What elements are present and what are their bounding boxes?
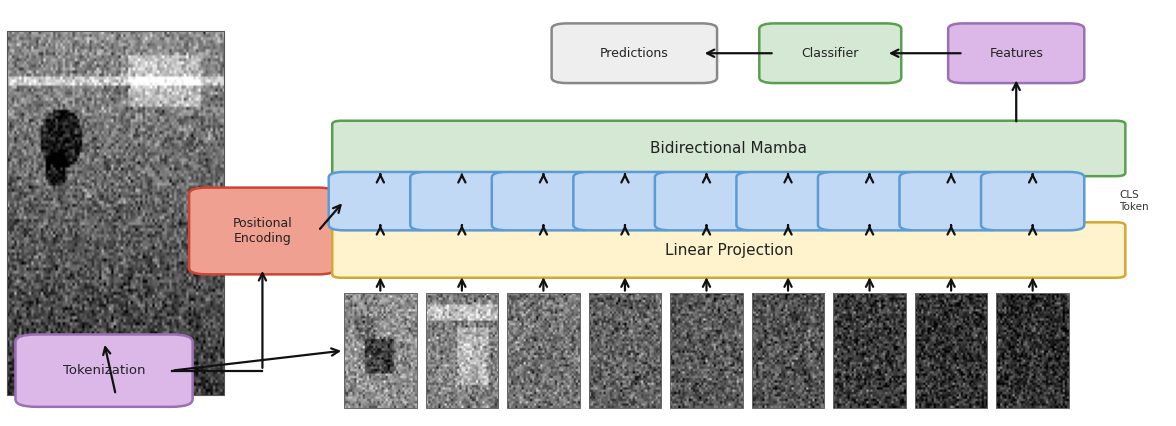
FancyBboxPatch shape xyxy=(329,172,432,230)
FancyBboxPatch shape xyxy=(552,23,717,83)
FancyBboxPatch shape xyxy=(760,23,901,83)
Text: Predictions: Predictions xyxy=(600,47,669,60)
FancyBboxPatch shape xyxy=(574,172,676,230)
FancyBboxPatch shape xyxy=(492,172,595,230)
Text: Tokenization: Tokenization xyxy=(62,364,146,377)
Text: Linear Projection: Linear Projection xyxy=(664,242,793,258)
FancyBboxPatch shape xyxy=(900,172,1003,230)
Text: Classifier: Classifier xyxy=(802,47,858,60)
FancyBboxPatch shape xyxy=(818,172,921,230)
FancyBboxPatch shape xyxy=(333,222,1125,278)
FancyBboxPatch shape xyxy=(189,187,336,274)
FancyBboxPatch shape xyxy=(736,172,840,230)
FancyBboxPatch shape xyxy=(948,23,1084,83)
FancyBboxPatch shape xyxy=(15,334,193,407)
FancyBboxPatch shape xyxy=(655,172,759,230)
Text: Positional
Encoding: Positional Encoding xyxy=(233,217,293,245)
FancyBboxPatch shape xyxy=(981,172,1084,230)
Text: CLS
Token: CLS Token xyxy=(1120,190,1149,212)
Text: Bidirectional Mamba: Bidirectional Mamba xyxy=(650,141,807,156)
FancyBboxPatch shape xyxy=(333,121,1125,176)
FancyBboxPatch shape xyxy=(410,172,514,230)
Text: Features: Features xyxy=(989,47,1043,60)
